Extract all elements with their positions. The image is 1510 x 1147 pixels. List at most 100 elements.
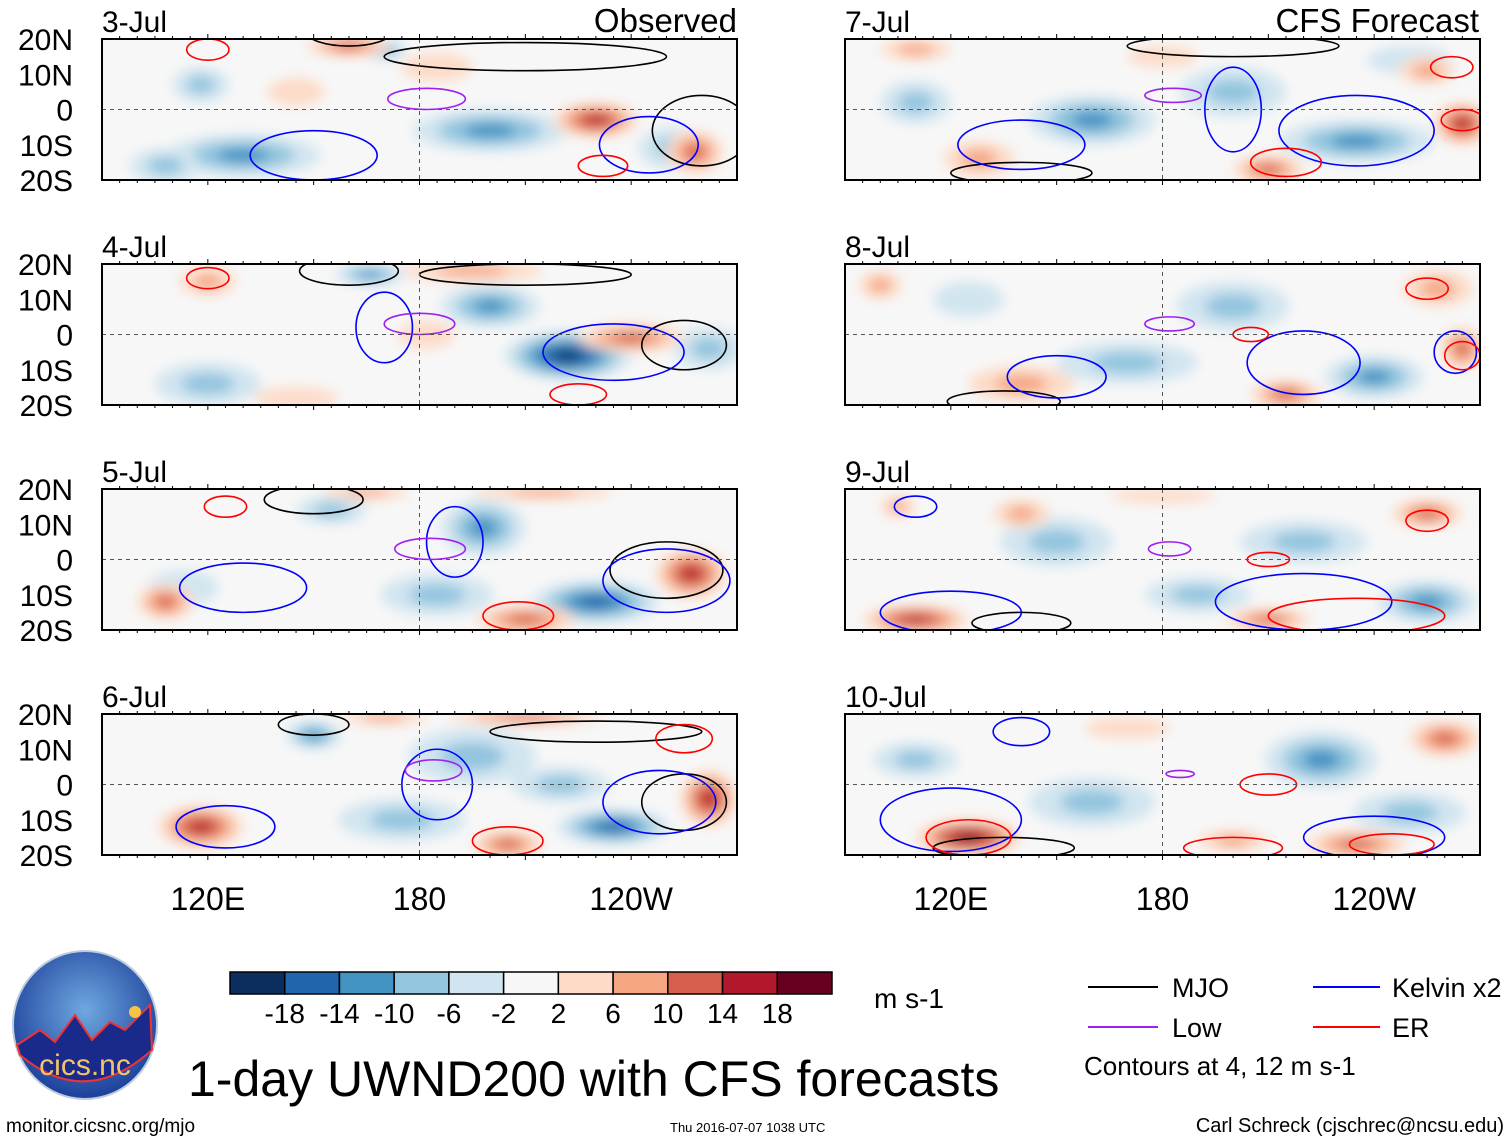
- anomaly-blob: [1381, 802, 1438, 824]
- anomaly-blob: [1109, 489, 1216, 504]
- contour-er: [471, 826, 544, 855]
- colorbar-swatch: [721, 971, 779, 995]
- legend-label-kelvin: Kelvin x2: [1392, 973, 1502, 1003]
- colorbar-swatch: [393, 971, 450, 995]
- anomaly-blob: [508, 614, 542, 625]
- contour-low: [1144, 316, 1196, 332]
- colorbar-label: 18: [762, 998, 793, 1029]
- legend: MJO Kelvin x2 Low ER Contours at 4, 12 m…: [1084, 973, 1502, 1081]
- contour-mjo: [298, 264, 400, 286]
- lat-tick-label: 20S: [20, 615, 73, 648]
- anomaly-blob: [701, 791, 716, 806]
- lat-tick-label: 20N: [18, 699, 73, 732]
- anomaly-blob: [1455, 118, 1470, 129]
- lat-tick-label: 20N: [18, 474, 73, 507]
- contour-low: [1147, 541, 1192, 557]
- lat-tick-label: 10N: [18, 59, 73, 92]
- anomaly-blob: [1206, 79, 1260, 105]
- lat-tick-label: 0: [56, 545, 73, 578]
- colorbar-swatch: [338, 971, 395, 995]
- lat-tick-label: 10S: [20, 580, 73, 613]
- anomaly-blob: [685, 144, 705, 159]
- contour-mjo: [277, 714, 350, 736]
- colorbar-swatch: [612, 971, 669, 995]
- contour-kelvin: [957, 119, 1086, 171]
- footer-timestamp: Thu 2016-07-07 1038 UTC: [670, 1120, 825, 1135]
- contour-mjo: [383, 41, 668, 72]
- lon-tick-label: 120E: [170, 881, 245, 917]
- contour-kelvin: [1246, 330, 1361, 396]
- panel-date: 10-Jul: [845, 681, 927, 714]
- colorbar-label: -14: [319, 998, 359, 1029]
- anomaly-blob: [613, 333, 649, 343]
- anomaly-blob: [156, 595, 175, 608]
- anomaly-blob: [1271, 531, 1336, 553]
- colorbar-label: -6: [436, 998, 461, 1029]
- lon-tick-label: 120E: [913, 881, 988, 917]
- anomaly-blob: [1420, 279, 1456, 298]
- cics-logo: cics.nc: [12, 950, 158, 1100]
- lat-tick-label: 0: [56, 95, 73, 128]
- contour-low: [1144, 87, 1203, 104]
- panel-8-Jul: 8-Jul: [844, 231, 1481, 410]
- anomaly-blob: [345, 489, 388, 497]
- anomaly-blob: [186, 76, 215, 94]
- panel-date: 8-Jul: [845, 231, 910, 264]
- anomaly-blob: [267, 77, 325, 106]
- contour-er: [203, 495, 248, 518]
- anomaly-blob: [580, 596, 612, 608]
- contour-kelvin: [1006, 354, 1107, 399]
- anomaly-blob: [1028, 529, 1085, 555]
- anomaly-blob: [894, 751, 937, 769]
- anomaly-blob: [464, 123, 516, 138]
- contour-mjo: [609, 541, 724, 600]
- anomaly-blob: [440, 742, 505, 771]
- contour-note: Contours at 4, 12 m s-1: [1084, 1051, 1356, 1081]
- lat-tick-label: 20N: [18, 249, 73, 282]
- lat-tick-label: 10S: [20, 130, 73, 163]
- anomaly-blob: [1060, 789, 1124, 815]
- map-panels: 3-Jul20N10N010S20S4-Jul20N10N010S20S5-Ju…: [18, 6, 1481, 917]
- lat-tick-label: 10S: [20, 355, 73, 388]
- contour-er: [1429, 55, 1474, 79]
- colorbar-swatch: [502, 971, 560, 995]
- anomaly-blob: [1070, 111, 1114, 129]
- contour-er: [482, 601, 555, 630]
- anomaly-blob: [147, 157, 184, 175]
- contour-er: [1405, 277, 1450, 301]
- contour-er: [185, 39, 230, 61]
- anomaly-blob: [869, 278, 891, 293]
- anomaly-blob: [1091, 352, 1163, 374]
- anomaly-blob: [507, 489, 579, 497]
- colorbar-label: 14: [707, 998, 738, 1029]
- anomaly-blob: [554, 350, 581, 361]
- footer-author: Carl Schreck (cjschrec@ncsu.edu): [1196, 1115, 1504, 1137]
- anomaly-blob: [1171, 585, 1225, 604]
- contour-mjo: [651, 94, 737, 167]
- anomaly-blob: [363, 714, 406, 722]
- panel-date: 4-Jul: [102, 231, 167, 264]
- contour-kelvin: [879, 590, 1023, 630]
- contour-er: [1249, 147, 1323, 178]
- anomaly-blob: [1340, 839, 1373, 850]
- legend-label-low: Low: [1172, 1013, 1222, 1043]
- anomaly-blob: [437, 265, 508, 277]
- contour-mjo: [1126, 39, 1340, 58]
- svg-text:cics.nc: cics.nc: [39, 1049, 131, 1082]
- anomaly-blob: [897, 91, 934, 114]
- colorbar-swatch: [667, 971, 724, 995]
- colorbar-swatch: [448, 971, 505, 995]
- contour-kelvin: [893, 495, 938, 518]
- colorbar-units: m s-1: [874, 983, 944, 1014]
- anomaly-blob: [1256, 164, 1281, 175]
- colorbar-swatch: [229, 971, 286, 995]
- contour-kelvin: [598, 115, 699, 174]
- anomaly-blob: [1204, 293, 1262, 319]
- lat-tick-label: 10N: [18, 284, 73, 317]
- anomaly-blob: [1455, 341, 1470, 356]
- anomaly-blob: [190, 821, 212, 833]
- panel-date: 3-Jul: [102, 6, 167, 39]
- anomaly-blob: [408, 584, 466, 606]
- anomaly-blob: [1007, 506, 1036, 521]
